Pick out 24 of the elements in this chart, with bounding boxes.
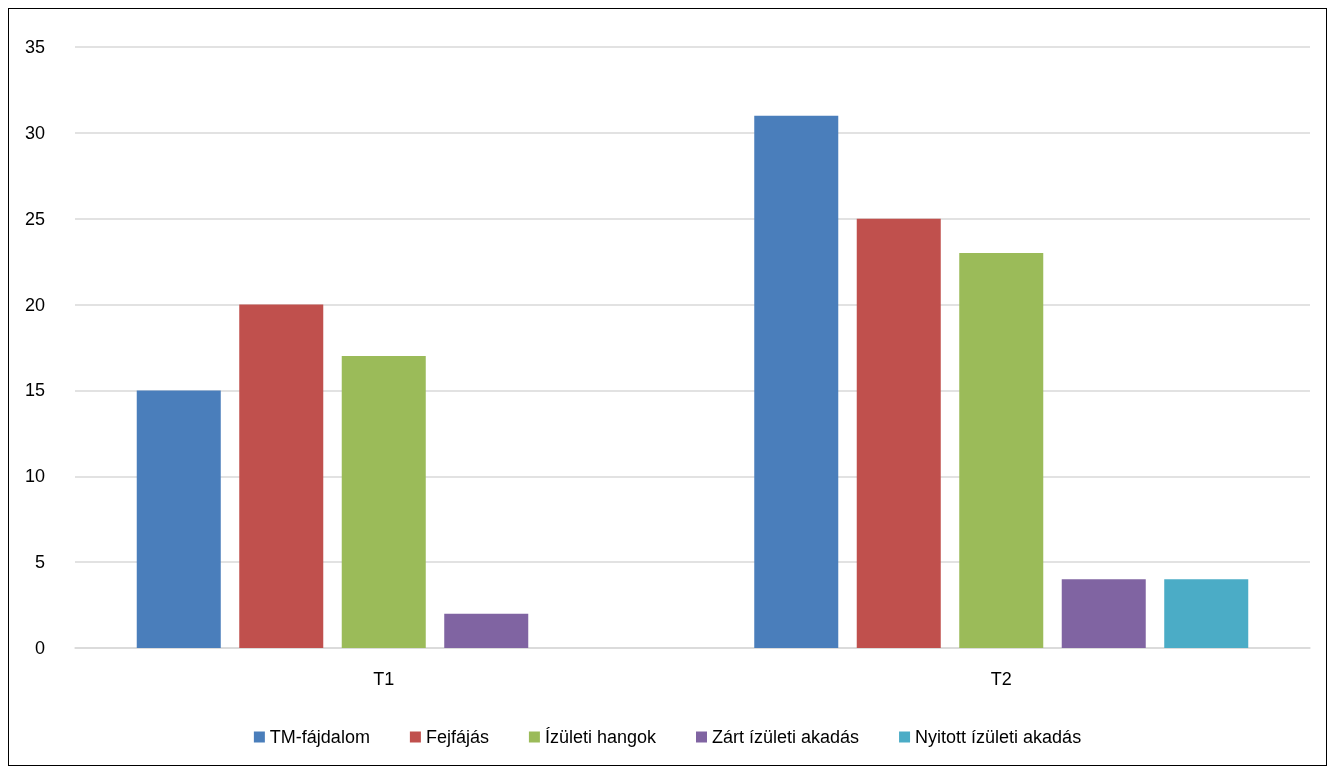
legend-label: Zárt ízületi akadás	[711, 727, 860, 747]
legend-label: TM-fájdalom	[269, 727, 370, 747]
x-tick-label: T1	[373, 669, 395, 689]
y-tick-label: 0	[34, 638, 45, 658]
bar	[754, 115, 839, 648]
y-tick-label: 5	[34, 552, 45, 573]
bar	[856, 218, 941, 648]
bar	[1061, 579, 1146, 648]
y-tick-label: 35	[24, 37, 45, 57]
bar	[341, 356, 426, 648]
y-tick-label: 15	[24, 380, 45, 401]
y-tick-label: 25	[24, 208, 45, 229]
bar	[444, 613, 529, 648]
bar	[136, 390, 221, 648]
bar	[959, 253, 1044, 648]
bar	[1164, 579, 1249, 648]
y-tick-label: 10	[24, 466, 45, 487]
y-tick-label: 20	[24, 294, 45, 315]
x-tick-label: T2	[990, 669, 1012, 689]
bar	[239, 304, 324, 648]
legend-label: Ízületi hangok	[544, 727, 657, 747]
legend-label: Fejfájás	[425, 727, 489, 747]
y-tick-label: 30	[24, 122, 45, 143]
legend-label: Nyitott ízületi akadás	[915, 727, 1082, 747]
